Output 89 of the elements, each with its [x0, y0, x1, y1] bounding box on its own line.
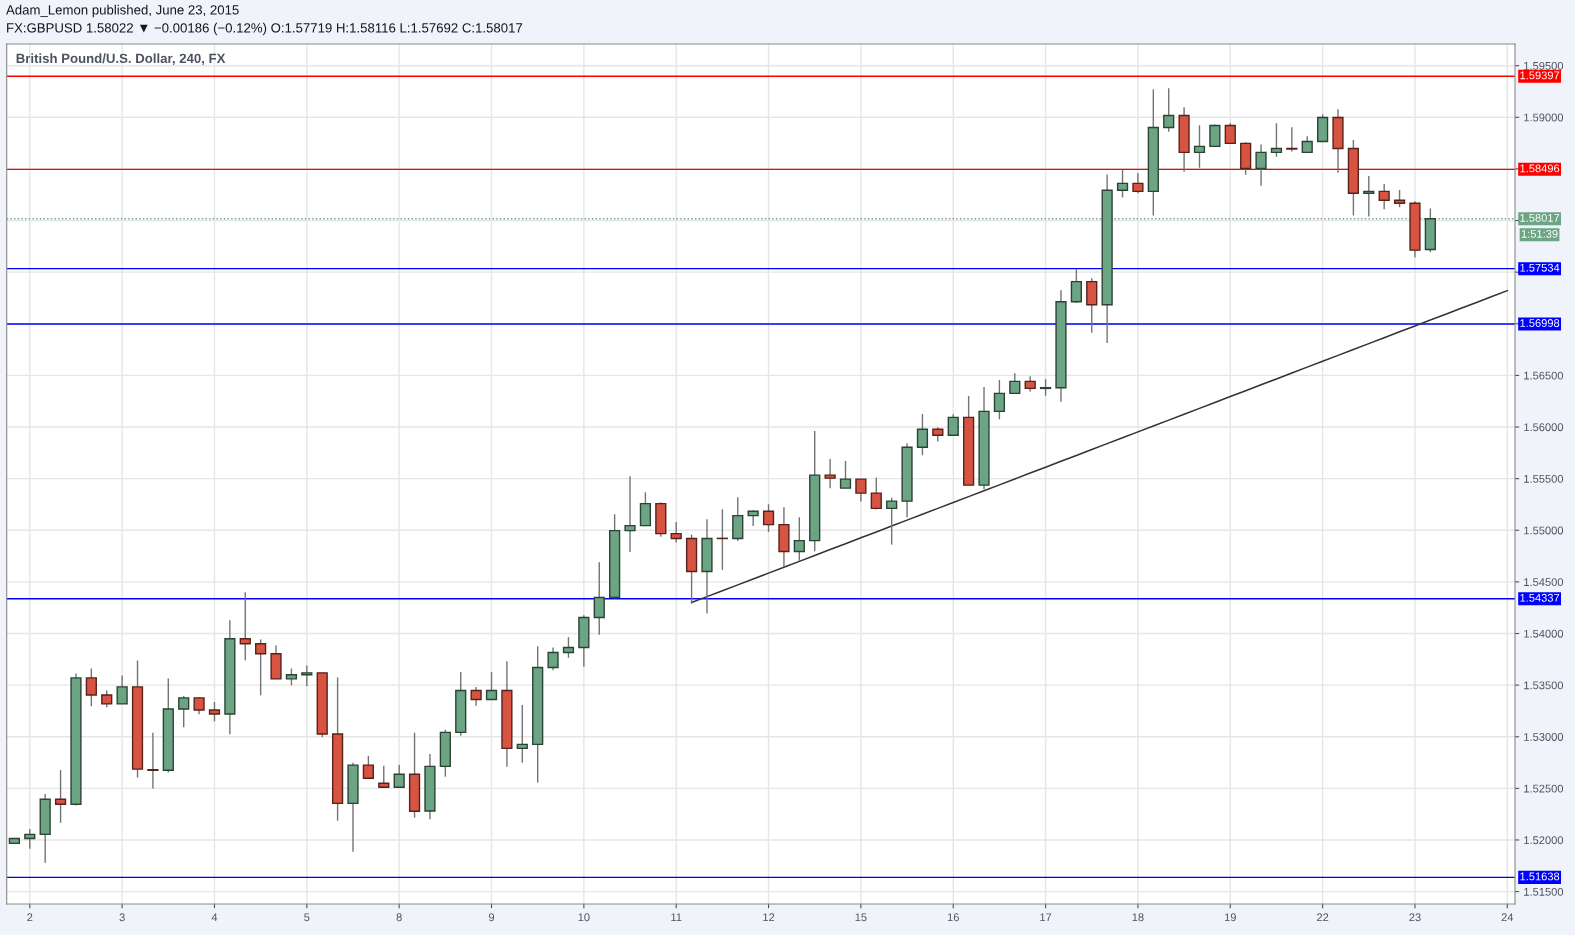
x-tick-label: 4: [211, 913, 218, 922]
x-tick-label: 23: [1409, 913, 1421, 922]
candlestick: [85, 667, 97, 707]
candlestick: [886, 497, 898, 546]
candlestick: [116, 674, 128, 705]
candlestick: [1086, 277, 1098, 334]
candlestick: [1363, 175, 1375, 218]
candlestick: [1132, 172, 1144, 194]
x-tick-label: 11: [671, 913, 682, 922]
y-tick-label: 1.52500: [1524, 784, 1564, 793]
candlestick: [1009, 372, 1021, 395]
text: 1:51:39: [1521, 229, 1558, 238]
candlestick: [1163, 87, 1175, 133]
candlestick: [1316, 113, 1329, 143]
y-tick-label: 1.55500: [1524, 474, 1564, 483]
candlestick: [1224, 122, 1236, 145]
ref-line-label: 1.59397: [1520, 71, 1560, 80]
candlestick: [1270, 122, 1283, 158]
x-tick-label: 18: [1132, 913, 1144, 922]
candlestick: [824, 458, 836, 489]
candlestick: [670, 521, 682, 544]
candlestick: [378, 765, 390, 788]
candlestick: [255, 638, 267, 696]
x-tick-label: 5: [304, 913, 310, 922]
x-tick-label: 8: [396, 913, 402, 922]
candlestick: [947, 413, 959, 436]
candlestick: [562, 636, 575, 659]
x-tick-label: 19: [1224, 913, 1236, 922]
y-tick-label: 1.53500: [1524, 681, 1564, 690]
y-tick-label: 1.51500: [1524, 887, 1564, 896]
x-tick-label: 12: [763, 913, 775, 922]
y-tick-label: 1.56500: [1524, 371, 1564, 380]
candlestick: [516, 704, 528, 764]
candlestick: [1070, 268, 1082, 304]
ref-line-label: 1.51638: [1520, 872, 1560, 881]
x-tick-label: 2: [27, 913, 33, 922]
candlestick: [839, 460, 852, 489]
x-tick-label: 10: [578, 913, 590, 922]
candlestick: [239, 591, 251, 661]
candlestick: [208, 701, 221, 723]
x-tick-label: 24: [1501, 913, 1514, 922]
candlestick: [485, 671, 498, 701]
y-tick-label: 1.59500: [1524, 61, 1564, 70]
ref-line-label: 1.57534: [1520, 263, 1560, 272]
x-tick-label: 16: [947, 913, 959, 922]
candlestick: [1255, 143, 1267, 187]
text: Adam_Lemon published, June 23, 2015: [6, 4, 239, 18]
x-tick-label: 15: [855, 913, 867, 922]
candlestick: [993, 379, 1006, 420]
line-series: [690, 289, 1509, 604]
y-tick-label: 1.54000: [1524, 629, 1564, 638]
ref-line-label: 1.56998: [1520, 319, 1560, 327]
y-tick-label: 1.55000: [1524, 526, 1564, 535]
y-tick-label: 1.54500: [1524, 578, 1564, 587]
candlestick: [870, 477, 882, 511]
candlestick: [593, 561, 605, 636]
candlestick: [547, 646, 559, 671]
y-tick-label: 1.59000: [1524, 113, 1564, 122]
candlestick: [793, 516, 805, 562]
x-tick-label: 3: [119, 913, 125, 922]
x-tick-label: 9: [488, 913, 495, 922]
candlestick: [1378, 183, 1390, 210]
y-tick-label: 1.52000: [1524, 836, 1564, 845]
candlestick: [54, 769, 67, 824]
candlestick: [732, 496, 744, 542]
candlestick: [178, 695, 190, 729]
ref-line-label: 1.58017: [1520, 213, 1560, 222]
y-tick-label: 1.56000: [1524, 423, 1564, 432]
candlestick: [1116, 168, 1129, 199]
candlestick: [762, 503, 775, 533]
candlestick: [855, 478, 867, 503]
candlestick: [301, 664, 313, 687]
candlestick: [1286, 126, 1298, 153]
candlestick: [639, 491, 652, 527]
candlestick: [362, 755, 375, 779]
candlestick: [470, 686, 482, 707]
candlestick: [24, 828, 36, 850]
candlestick: [1193, 124, 1206, 169]
chart-subtitle: FX:GBPUSD 1.58022 ▼ −0.00186 (−0.12%) O:1.57719 H:1.58116 L:1.57692 C:1.58017: [7, 22, 523, 36]
candlestick: [624, 475, 636, 553]
candlestick: [147, 732, 159, 790]
candlestick: [393, 764, 405, 788]
ref-line-label: 1.54337: [1520, 593, 1560, 602]
candlestick: [916, 413, 929, 456]
y-tick-label: 1.53000: [1524, 733, 1564, 741]
x-tick-label: 22: [1317, 913, 1329, 922]
text: British Pound/U.S. Dollar, 240, FX: [16, 53, 226, 65]
ref-line-label: 1.58496: [1520, 164, 1560, 173]
x-tick-label: 17: [1040, 913, 1052, 922]
